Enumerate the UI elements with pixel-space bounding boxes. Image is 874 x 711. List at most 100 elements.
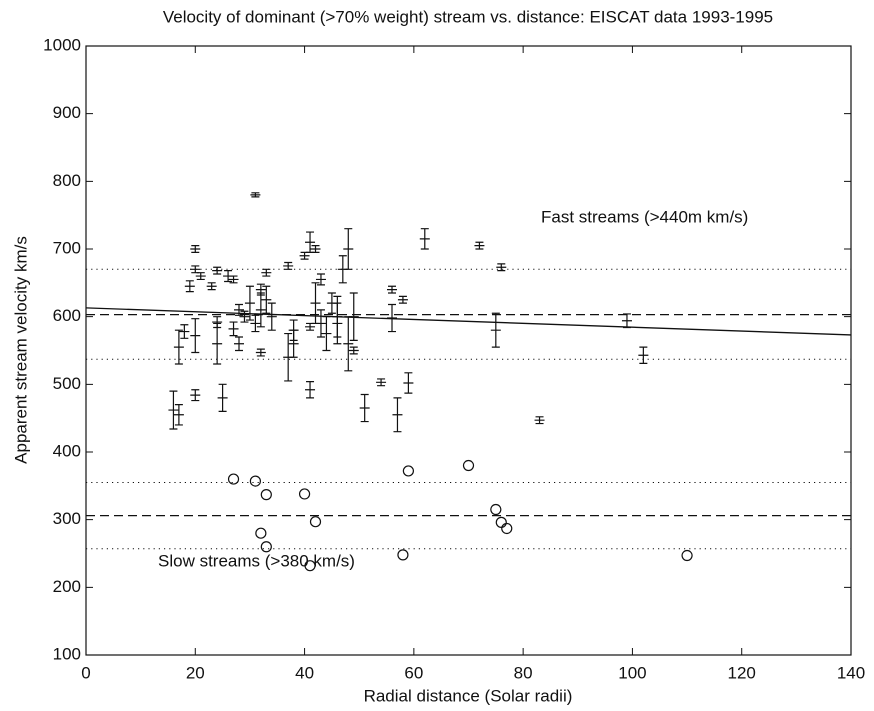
- error-bar-point: [195, 272, 206, 281]
- error-bar-point: [392, 397, 403, 433]
- error-bar-point: [255, 348, 266, 357]
- error-bar-point: [534, 416, 545, 425]
- error-bar-point: [305, 381, 316, 399]
- error-bar-point: [173, 404, 184, 426]
- error-bar-point: [206, 282, 217, 291]
- slow-point: [501, 522, 513, 535]
- error-bar-point: [359, 393, 370, 423]
- error-bar-point: [387, 285, 397, 294]
- error-bar-point: [310, 245, 321, 253]
- x-tick-label: 80: [514, 663, 533, 682]
- error-bar-point: [223, 270, 234, 283]
- error-bar-point: [638, 346, 649, 364]
- error-bar-point: [190, 389, 201, 402]
- x-tick-label: 140: [837, 663, 865, 682]
- y-tick-label: 800: [53, 171, 81, 190]
- error-bar-point: [234, 336, 244, 352]
- error-bar-point: [403, 372, 414, 394]
- error-bar-point: [239, 310, 250, 323]
- chart-title: Velocity of dominant (>70% weight) strea…: [163, 7, 773, 26]
- error-bar-point: [397, 295, 408, 304]
- error-bar-point: [283, 261, 294, 270]
- error-bar-point: [621, 313, 632, 329]
- y-tick-label: 500: [53, 374, 81, 393]
- x-tick-label: 40: [295, 663, 314, 682]
- error-bar-point: [387, 303, 397, 333]
- error-bar-point: [315, 273, 326, 286]
- error-bar-point: [266, 302, 277, 331]
- error-bar-point: [190, 265, 201, 274]
- error-bar-point: [250, 192, 261, 198]
- error-bar-point: [496, 263, 507, 272]
- error-bar-point: [321, 316, 332, 352]
- error-bar-point: [315, 309, 326, 338]
- error-bar-point: [332, 295, 343, 338]
- error-bar-point: [212, 266, 223, 275]
- slow-point: [309, 516, 322, 528]
- y-tick-label: 100: [53, 644, 81, 663]
- y-tick-label: 200: [53, 577, 81, 596]
- error-bar-point: [184, 280, 195, 293]
- error-bar-point: [299, 251, 310, 260]
- error-bar-point: [419, 228, 430, 250]
- x-tick-label: 20: [186, 663, 205, 682]
- y-tick-label: 600: [53, 306, 81, 325]
- error-bar-point: [348, 346, 359, 355]
- error-bar-point: [305, 231, 316, 253]
- error-bar-point: [255, 283, 266, 296]
- x-tick-label: 60: [404, 663, 423, 682]
- annotation: Slow streams (>380 km/s): [158, 551, 355, 570]
- error-bar-point: [310, 282, 321, 325]
- annotation: Fast streams (>440m km/s): [541, 207, 748, 226]
- error-bar-point: [376, 378, 387, 387]
- error-bar-point: [326, 292, 337, 314]
- slow-point: [304, 560, 316, 572]
- slow-point: [255, 527, 267, 539]
- error-bar-point: [283, 332, 294, 382]
- slow-point: [402, 465, 414, 477]
- x-axis-label: Radial distance (Solar radii): [364, 686, 573, 705]
- error-bar-point: [190, 318, 201, 354]
- y-tick-label: 900: [53, 103, 81, 122]
- slow-point: [681, 549, 693, 562]
- plot-frame: [85, 45, 852, 656]
- error-bar-point: [255, 292, 266, 328]
- y-tick-label: 300: [53, 509, 81, 528]
- y-axis-label: Apparent stream velocity km/s: [11, 236, 30, 464]
- error-bar-point: [234, 303, 244, 316]
- error-bar-point: [288, 329, 299, 358]
- y-tick-label: 700: [53, 238, 81, 257]
- error-bar-point: [228, 275, 239, 284]
- error-bar-point: [474, 241, 485, 250]
- x-tick-label: 120: [728, 663, 756, 682]
- y-tick-label: 1000: [43, 35, 81, 54]
- slow-point: [260, 489, 272, 501]
- slow-point: [249, 475, 261, 487]
- error-bar-point: [490, 312, 501, 348]
- x-tick-label: 0: [81, 663, 90, 682]
- error-bar-point: [244, 285, 255, 321]
- error-bar-point: [212, 316, 223, 329]
- error-bar-point: [179, 324, 190, 339]
- slow-point: [462, 459, 475, 472]
- y-tick-label: 400: [53, 441, 81, 460]
- error-bar-point: [173, 329, 184, 365]
- slow-point: [490, 503, 502, 516]
- fit-line: [85, 307, 852, 336]
- slow-point: [298, 488, 311, 500]
- error-bar-point: [190, 245, 201, 253]
- error-bar-point: [348, 292, 359, 341]
- error-bar-point: [228, 321, 239, 337]
- error-bar-point: [261, 285, 272, 314]
- error-bar-point: [305, 322, 316, 331]
- error-bar-point: [217, 383, 228, 412]
- x-tick-label: 100: [618, 663, 646, 682]
- error-bar-point: [250, 314, 261, 333]
- slow-point: [495, 516, 507, 528]
- slow-point: [260, 541, 272, 553]
- error-bar-point: [343, 228, 354, 270]
- error-bar-point: [343, 316, 354, 372]
- error-bar-point: [168, 390, 179, 430]
